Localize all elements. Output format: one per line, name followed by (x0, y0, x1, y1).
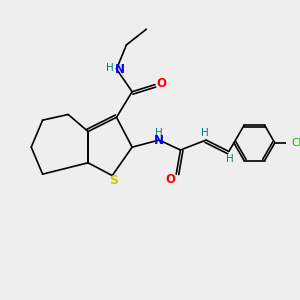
Text: Cl: Cl (291, 138, 300, 148)
Text: O: O (166, 173, 176, 186)
Text: H: H (155, 128, 163, 138)
Text: O: O (156, 77, 166, 90)
Text: S: S (109, 174, 118, 187)
Text: N: N (115, 63, 125, 76)
Text: H: H (226, 154, 234, 164)
Text: H: H (106, 63, 113, 73)
Text: H: H (201, 128, 208, 138)
Text: N: N (154, 134, 164, 147)
